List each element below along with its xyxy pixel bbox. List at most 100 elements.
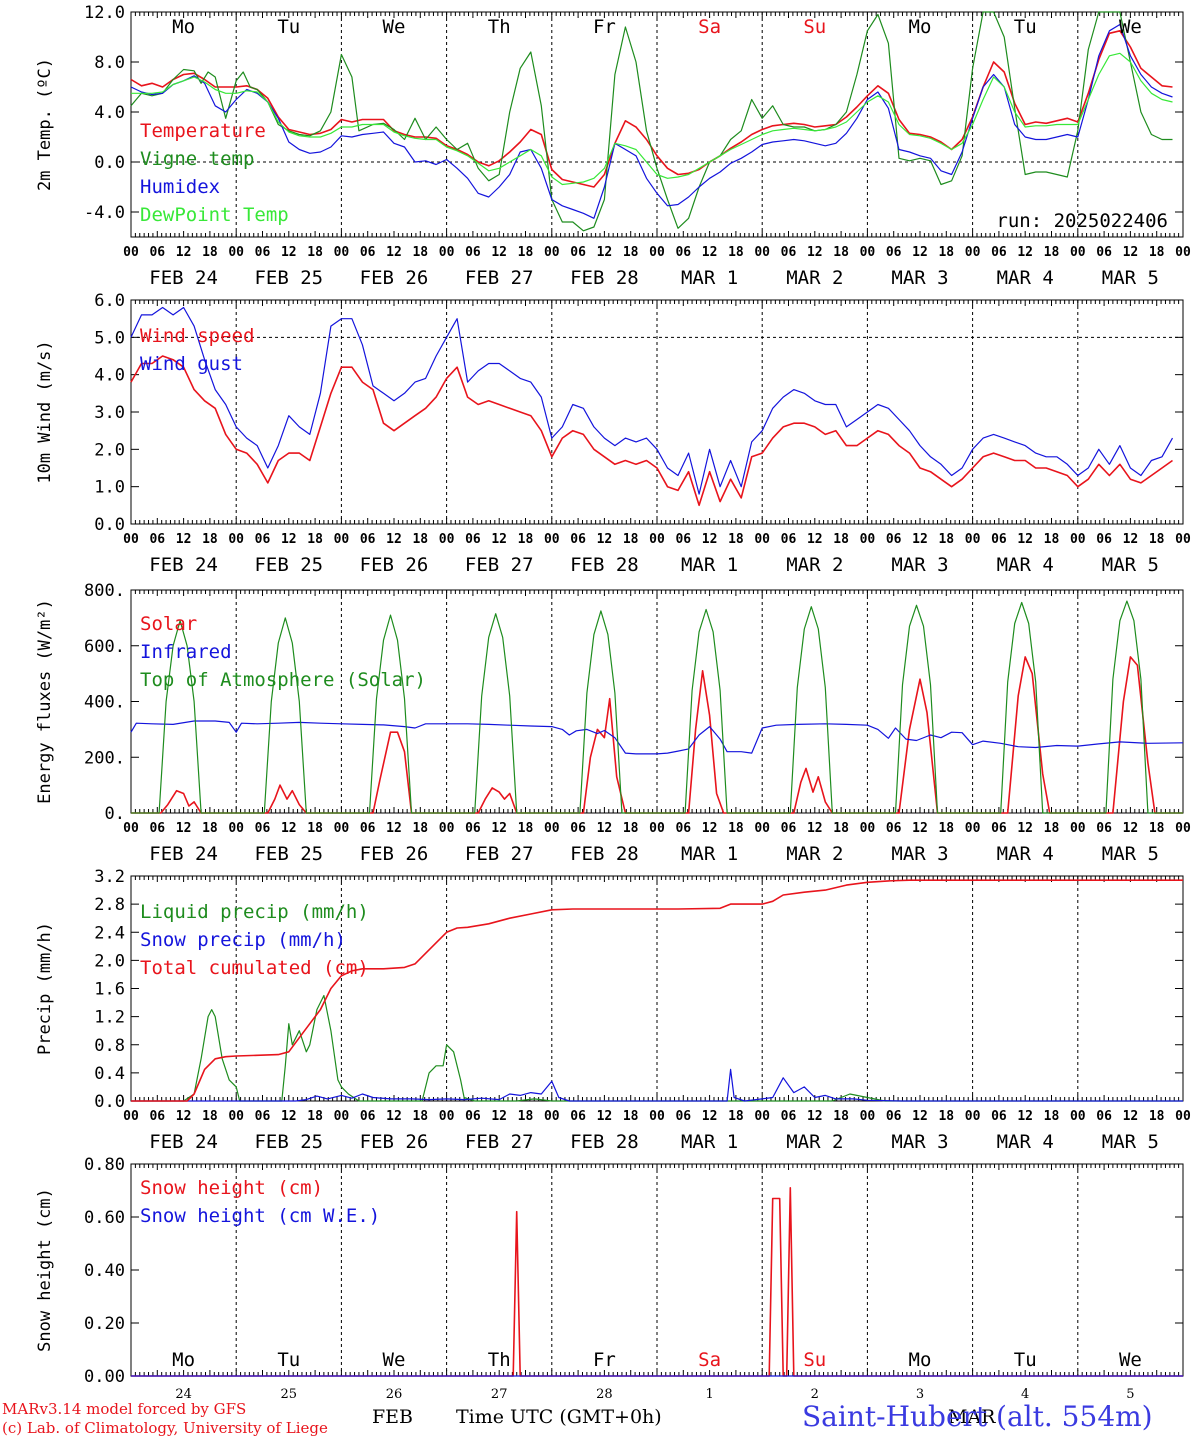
day-name: Fr: [593, 16, 616, 38]
hour-tick-label: 06: [675, 1109, 691, 1124]
y-tick-label: 0.4: [94, 1064, 125, 1084]
date-label: FEB 28: [570, 554, 639, 576]
y-tick-label: 1.6: [94, 980, 125, 1000]
legend-entry: Wind gust: [140, 353, 243, 375]
hour-tick-label: 18: [833, 245, 849, 260]
series-line: [131, 879, 1183, 1102]
hour-tick-label: 06: [991, 1109, 1007, 1124]
hour-tick-label: 12: [702, 245, 718, 260]
y-tick-label: 5.0: [94, 328, 125, 348]
day-name: Mo: [909, 1349, 932, 1371]
legend-entry: Total cumulated (cm): [140, 957, 369, 979]
hour-tick-label: 06: [465, 532, 481, 547]
hour-tick-label: 12: [386, 532, 402, 547]
hour-tick-label: 12: [1017, 1109, 1033, 1124]
hour-tick-label: 12: [281, 532, 297, 547]
hour-tick-label: 12: [912, 821, 928, 836]
legend-entry: Snow precip (mm/h): [140, 929, 346, 951]
day-name: We: [383, 16, 406, 38]
hour-tick-label: 18: [518, 1109, 534, 1124]
day-name: Tu: [1014, 16, 1037, 38]
panel-3: 800. 600. 400. 200. 0. Energy fluxes (W/m²) 00…: [35, 581, 1191, 865]
date-label: FEB 28: [570, 1131, 639, 1153]
hour-tick-label: 00: [965, 1109, 981, 1124]
hour-tick-label: 06: [886, 532, 902, 547]
date-label: FEB 27: [465, 267, 534, 289]
y-tick-label: 0.0: [94, 1092, 125, 1112]
series-line: [130, 11, 1173, 232]
y-axis-title: Energy fluxes (W/m²): [35, 599, 55, 804]
y-tick-label: 0.80: [84, 1155, 125, 1175]
hour-tick-label: 00: [649, 821, 665, 836]
y-tick-label: 4.0: [94, 366, 125, 386]
hour-tick-label: 00: [1175, 821, 1191, 836]
hour-tick-label: 18: [307, 532, 323, 547]
series-line: [131, 1187, 1183, 1377]
date-label: FEB 25: [254, 1131, 323, 1153]
hour-tick-label: 12: [386, 245, 402, 260]
y-tick-label: 0.0: [94, 153, 125, 173]
hour-tick-label: 00: [334, 245, 350, 260]
day-name: Mo: [909, 16, 932, 38]
day-name: We: [1119, 16, 1142, 38]
y-tick-label: 0.: [105, 804, 125, 824]
hour-tick-label: 06: [991, 821, 1007, 836]
y-tick-label: 12.0: [84, 3, 125, 23]
hour-tick-label: 00: [439, 821, 455, 836]
hour-tick-label: 00: [1175, 1109, 1191, 1124]
hour-tick-label: 00: [649, 532, 665, 547]
hour-tick-label: 12: [1017, 532, 1033, 547]
y-tick-label: 0.60: [84, 1208, 125, 1228]
day-number: 26: [386, 1387, 403, 1402]
series-line: [131, 994, 1183, 1102]
y-tick-label: 3.2: [94, 867, 125, 887]
hour-tick-label: 12: [491, 532, 507, 547]
hour-tick-label: 06: [149, 1109, 165, 1124]
hour-tick-label: 12: [702, 821, 718, 836]
date-label: MAR 5: [1102, 843, 1159, 865]
day-number: 28: [596, 1387, 613, 1402]
hour-tick-label: 18: [202, 245, 218, 260]
date-label: MAR 4: [997, 843, 1054, 865]
time-axis-title: Time UTC (GMT+0h): [456, 1406, 662, 1428]
y-tick-label: 0.8: [94, 1036, 125, 1056]
hour-tick-label: 18: [833, 1109, 849, 1124]
legend-entry: Solar: [140, 613, 197, 635]
hour-tick-label: 00: [544, 532, 560, 547]
hour-tick-label: 12: [176, 532, 192, 547]
date-label: FEB 27: [465, 554, 534, 576]
hour-tick-label: 06: [1096, 532, 1112, 547]
hour-tick-label: 06: [991, 245, 1007, 260]
hour-tick-label: 00: [965, 821, 981, 836]
y-axis-title: 2m Temp. (ºC): [35, 58, 55, 191]
hour-tick-label: 18: [202, 821, 218, 836]
hour-tick-label: 12: [176, 821, 192, 836]
hour-tick-label: 18: [728, 245, 744, 260]
y-tick-label: 1.0: [94, 478, 125, 498]
hour-tick-label: 00: [649, 1109, 665, 1124]
hour-tick-label: 12: [281, 821, 297, 836]
hour-tick-label: 00: [965, 532, 981, 547]
hour-tick-label: 06: [675, 245, 691, 260]
y-tick-label: 2.4: [94, 923, 125, 943]
y-tick-label: 400.: [84, 693, 125, 713]
hour-tick-label: 00: [1070, 245, 1086, 260]
day-number: 27: [491, 1387, 508, 1402]
y-axis-title: 10m Wind (m/s): [35, 340, 55, 483]
hour-tick-label: 12: [1123, 532, 1139, 547]
series-line: [131, 1068, 1183, 1102]
hour-tick-label: 00: [860, 821, 876, 836]
day-name: Tu: [1014, 1349, 1037, 1371]
hour-tick-label: 06: [255, 821, 271, 836]
hour-tick-label: 12: [1017, 245, 1033, 260]
y-tick-label: -4.0: [84, 203, 125, 223]
date-label: MAR 2: [786, 267, 843, 289]
hour-tick-label: 00: [649, 245, 665, 260]
series-line: [130, 23, 1173, 219]
credit-line-2: (c) Lab. of Climatology, University of L…: [2, 1419, 328, 1437]
legend-entry: Humidex: [140, 176, 220, 198]
legend-entry: Liquid precip (mm/h): [140, 901, 369, 923]
hour-tick-label: 06: [781, 245, 797, 260]
date-label: FEB 26: [360, 267, 429, 289]
day-name: Th: [488, 1349, 511, 1371]
